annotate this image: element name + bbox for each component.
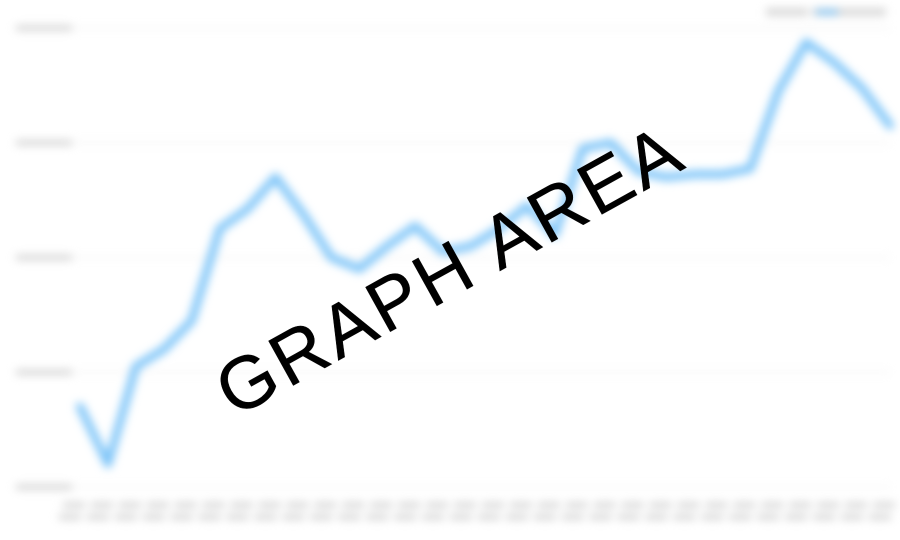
legend <box>766 8 886 16</box>
legend-mark <box>812 8 886 16</box>
x-axis-labels <box>58 502 896 520</box>
y-axis-labels <box>15 25 73 490</box>
series-line <box>76 38 894 469</box>
gridlines <box>70 27 890 488</box>
legend-mark <box>766 8 808 16</box>
